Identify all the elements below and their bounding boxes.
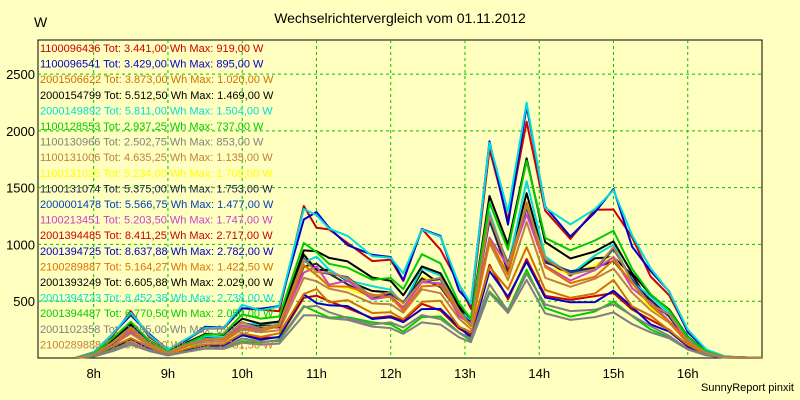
legend-entry: 1100128553 Tot: 2.937,25 Wh Max: 737,00 … [40, 121, 264, 133]
y-tick-label: 500 [13, 294, 35, 309]
y-tick-label: 1500 [6, 181, 35, 196]
x-tick-label: 8h [86, 366, 100, 381]
series-line-17 [74, 101, 763, 359]
series-line-16 [74, 157, 763, 359]
legend-entry: 1100131074 Tot: 5.375,00 Wh Max: 1.753,0… [40, 183, 273, 195]
chart-title: Wechselrichtervergleich vom 01.11.2012 [274, 10, 526, 26]
legend-entry: 2001394485 Tot: 8.411,25 Wh Max: 2.717,0… [40, 230, 273, 242]
series-line-20 [74, 204, 763, 359]
legend-entry: 1100096541 Tot: 3.429,00 Wh Max: 895,00 … [40, 59, 264, 71]
legend-entry: 1100213451 Tot: 5.203,50 Wh Max: 1.747,0… [40, 215, 273, 227]
series-line-18 [74, 159, 763, 359]
legend-entry: 2100289888 Tot: 5.564,00 Wh Max: 1.781,5… [40, 339, 274, 351]
plot-border [37, 39, 763, 359]
x-tick-label: 11h [306, 366, 327, 381]
legend-entry: 1100130966 Tot: 2.502,75 Wh Max: 853,00 … [40, 137, 264, 149]
y-tick-label: 2000 [6, 124, 35, 139]
x-tick-label: 16h [677, 366, 699, 381]
x-tick-label: 14h [528, 366, 550, 381]
legend-entry: 2000001478 Tot: 5.566,75 Wh Max: 1.477,0… [40, 199, 274, 211]
credit-text: SunnyReport pinxit [701, 382, 794, 394]
x-tick-label: 13h [454, 366, 476, 381]
legend-entry: 2001506622 Tot: 3.873,00 Wh Max: 1.020,0… [40, 74, 274, 86]
x-tick-label: 10h [231, 366, 253, 381]
series-line-19 [74, 272, 763, 359]
x-tick-label: 9h [161, 366, 175, 381]
legend-entry: 2001394723 Tot: 8.452,38 Wh Max: 2.738,0… [40, 293, 274, 305]
legend-entry: 2001394725 Tot: 8.637,88 Wh Max: 2.782,0… [40, 246, 274, 258]
y-tick-label: 1000 [6, 237, 35, 252]
legend-entry: 2100289887 Tot: 5.164,27 Wh Max: 1.422,5… [40, 261, 274, 273]
legend-entry: 1100096436 Tot: 3.441,00 Wh Max: 919,00 … [40, 43, 264, 55]
legend-entry: 2001393249 Tot: 6.605,88 Wh Max: 2.029,0… [40, 277, 274, 289]
x-tick-label: 12h [380, 366, 402, 381]
legend-entry: 2000149892 Tot: 5.811,00 Wh Max: 1.504,0… [40, 105, 273, 117]
legend-entry: 2001394487 Tot: 6.770,50 Wh Max: 2.050,0… [40, 308, 274, 320]
y-tick-label: 2500 [6, 67, 35, 82]
y-axis-unit-label: W [34, 14, 48, 30]
legend-entry: 2001102358 Tot: 2.995,00 Wh Max: 893,00 … [40, 324, 264, 336]
series-line-3 [74, 246, 763, 359]
x-tick-label: 15h [603, 366, 625, 381]
legend-entry: 1100131006 Tot: 4.635,25 Wh Max: 1.135,0… [40, 152, 273, 164]
legend-entry: 2000154799 Tot: 5.512,50 Wh Max: 1.469,0… [40, 90, 274, 102]
legend-entry: 1100131025 Tot: 5.234,00 Wh Max: 1.709,0… [40, 168, 273, 180]
